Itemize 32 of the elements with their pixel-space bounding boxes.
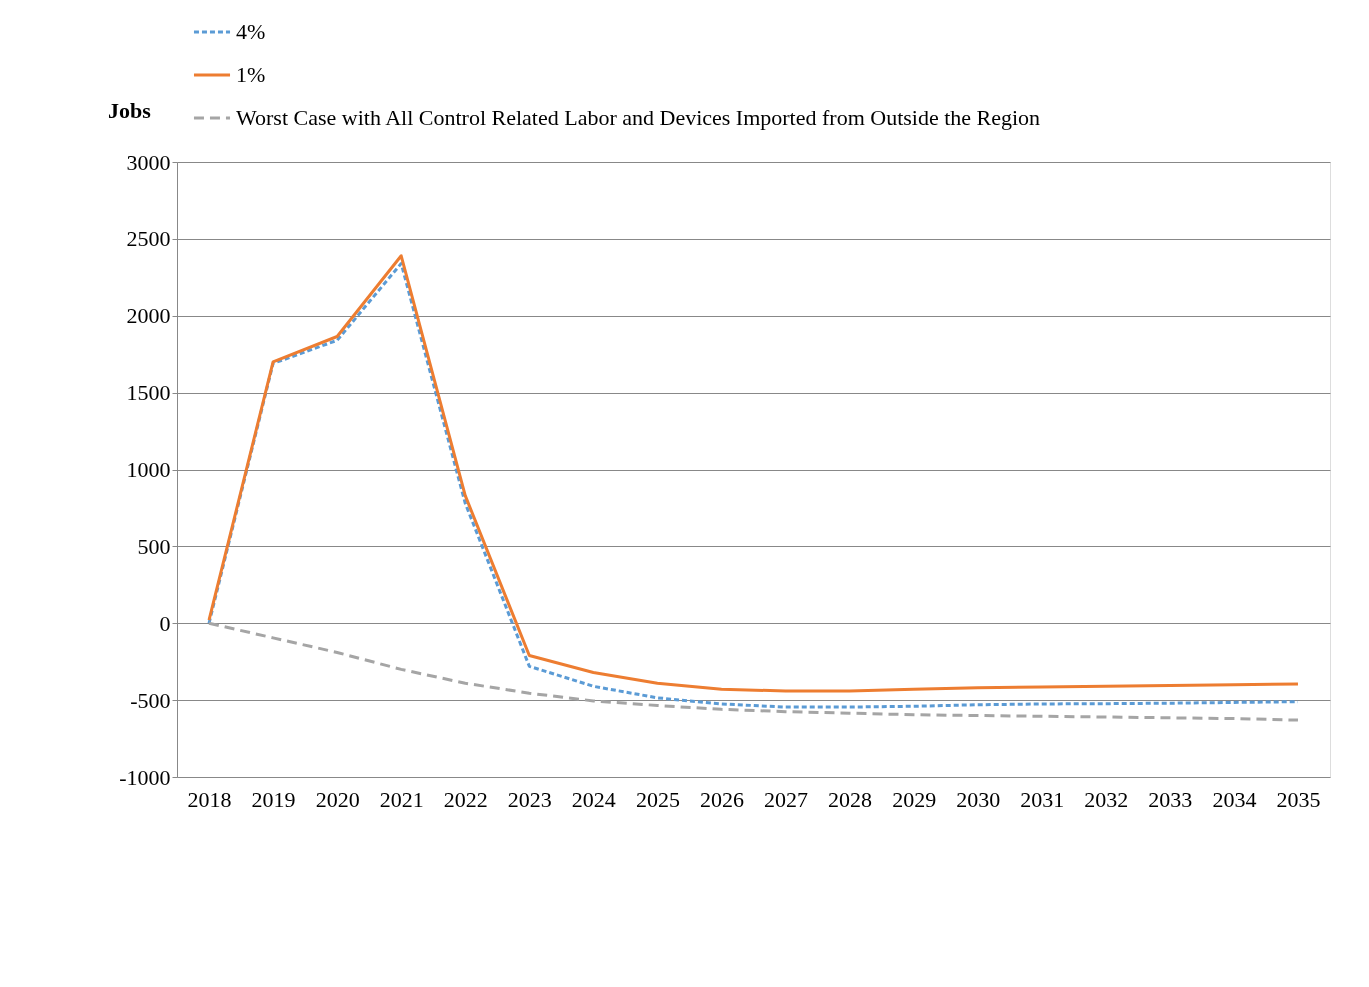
legend-label: Worst Case with All Control Related Labor and Devices Imported from Outside the Region: [236, 105, 1041, 130]
x-tick-label: 2035: [1276, 786, 1321, 812]
line-series: [207, 621, 1300, 722]
x-tick-label: 2031: [1020, 786, 1065, 812]
x-tick-label: 2027: [764, 786, 809, 812]
x-tick-label: 2029: [892, 786, 937, 812]
x-tick-label: 2028: [828, 786, 873, 812]
x-tick-label: 2034: [1212, 786, 1257, 812]
x-tick-label: 2030: [956, 786, 1001, 812]
y-tick-label: 500: [137, 533, 171, 559]
x-tick-label: 2033: [1148, 786, 1193, 812]
legend-label: 1%: [236, 62, 266, 87]
y-tick-label: 1000: [126, 457, 171, 482]
x-tick-label: 2026: [699, 786, 744, 812]
x-tick-label: 2032: [1084, 786, 1129, 812]
y-axis-title: Jobs: [108, 97, 152, 123]
y-tick-label: 3000: [126, 149, 171, 175]
x-tick-label: 2024: [571, 786, 616, 812]
x-tick-label: 2019: [251, 786, 296, 812]
y-tick-label: 2500: [126, 226, 171, 252]
x-tick-label: 2025: [635, 786, 680, 812]
x-tick-label: 2020: [315, 786, 360, 812]
y-tick-label: -1000: [119, 764, 171, 790]
legend-label: 4%: [236, 19, 266, 44]
x-tick-label: 2021: [379, 786, 424, 812]
x-tick-label: 2022: [443, 786, 488, 812]
y-tick-label: 2000: [126, 303, 171, 329]
y-tick-label: 0: [159, 610, 171, 636]
y-tick-label: -500: [130, 687, 171, 713]
x-tick-label: 2023: [507, 786, 552, 812]
y-tick-label: 1500: [126, 380, 171, 406]
x-tick-label: 2018: [187, 786, 232, 812]
